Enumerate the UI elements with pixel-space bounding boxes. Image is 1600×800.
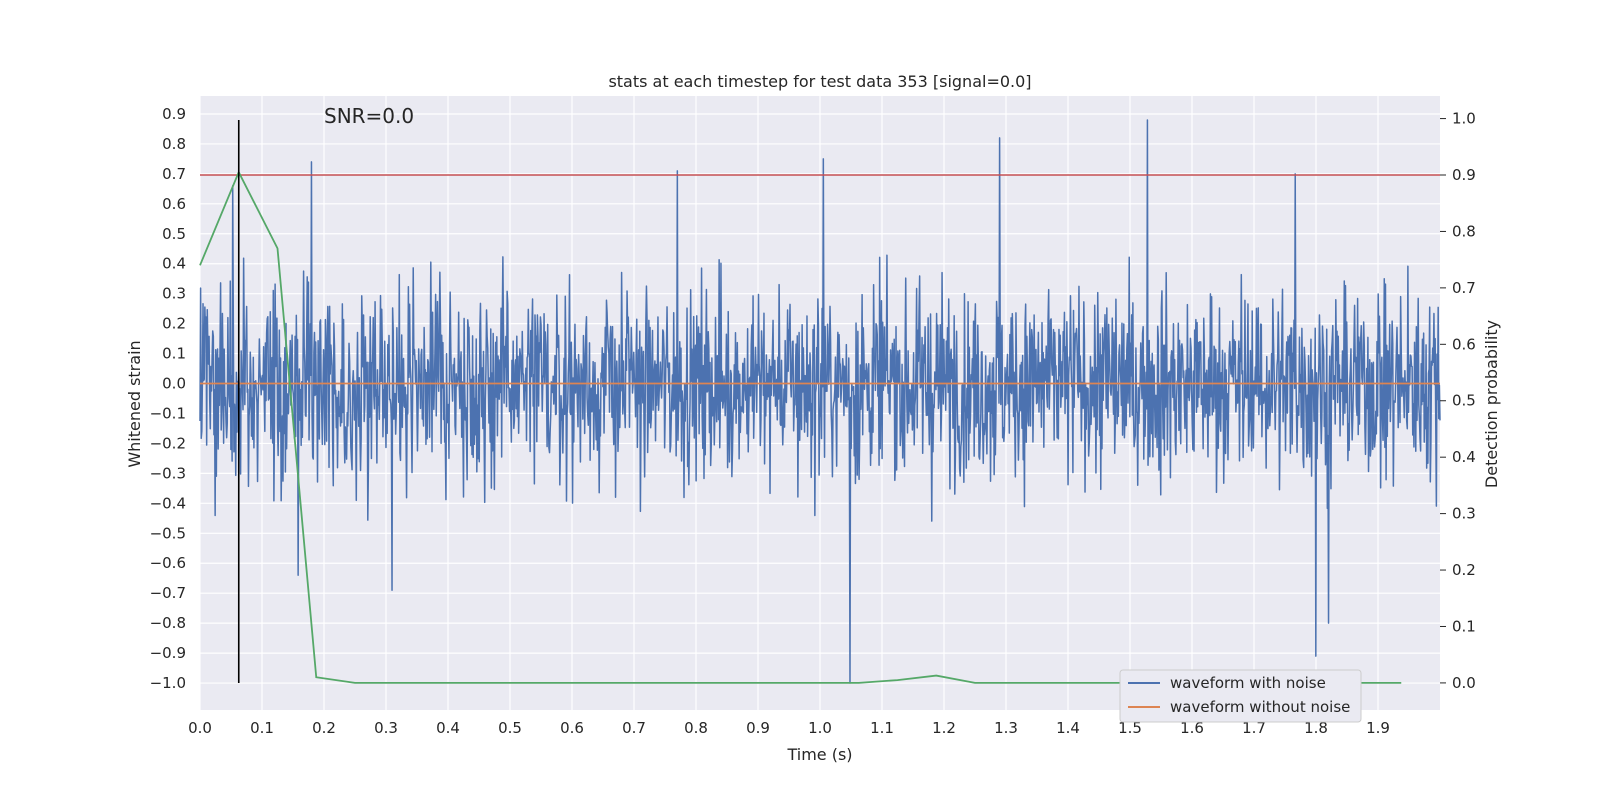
- y-tick-label: −1.0: [150, 674, 186, 692]
- y-tick-label: 0.3: [162, 285, 186, 303]
- y-tick-label: −0.9: [150, 644, 186, 662]
- y-tick-label: 0.2: [162, 315, 186, 333]
- y-right-tick-label: 0.6: [1452, 335, 1476, 353]
- x-tick-label: 1.0: [808, 719, 832, 737]
- x-tick-label: 1.3: [994, 719, 1018, 737]
- y-tick-label: −0.4: [150, 494, 186, 512]
- series-waveform-with-noise: [199, 119, 1441, 684]
- y-tick-label: 0.1: [162, 345, 186, 363]
- y-tick-label: 0.8: [162, 135, 186, 153]
- legend-label-clean: waveform without noise: [1170, 698, 1350, 716]
- y-tick-label: 0.9: [162, 105, 186, 123]
- x-tick-label: 0.5: [498, 719, 522, 737]
- x-tick-label: 1.2: [932, 719, 956, 737]
- x-tick-label: 0.8: [684, 719, 708, 737]
- y-tick-label: 0.4: [162, 255, 186, 273]
- x-tick-label: 0.0: [188, 719, 212, 737]
- y-tick-label: −0.7: [150, 584, 186, 602]
- y-right-tick-label: 0.9: [1452, 166, 1476, 184]
- y-tick-label: −0.5: [150, 524, 186, 542]
- x-tick-label: 1.7: [1242, 719, 1266, 737]
- chart-title: stats at each timestep for test data 353…: [608, 72, 1031, 91]
- y-tick-label: 0.6: [162, 195, 186, 213]
- legend: waveform with noise waveform without noi…: [1119, 669, 1362, 723]
- y-tick-label: −0.2: [150, 434, 186, 452]
- x-tick-label: 1.9: [1366, 719, 1390, 737]
- x-tick-label: 1.4: [1056, 719, 1080, 737]
- ticks-layer: 0.0 0.1 0.2 0.3 0.4 0.5 0.6 0.7 0.8 0.9 1.0 1.1 1.2 1…: [150, 105, 1476, 737]
- y-right-axis-label: Detection probability: [1482, 320, 1501, 488]
- legend-box: [1119, 669, 1362, 723]
- y-right-tick-label: 1.0: [1452, 110, 1476, 128]
- x-tick-label: 1.8: [1304, 719, 1328, 737]
- y-tick-label: 0.5: [162, 225, 186, 243]
- snr-annotation: SNR=0.0: [324, 104, 414, 128]
- y-right-tick-label: 0.4: [1452, 448, 1476, 466]
- y-right-tick-label: 0.5: [1452, 392, 1476, 410]
- x-tick-label: 0.4: [436, 719, 460, 737]
- x-tick-label: 0.1: [250, 719, 274, 737]
- x-tick-label: 1.5: [1118, 719, 1142, 737]
- x-axis-label: Time (s): [786, 745, 852, 764]
- x-tick-label: 0.3: [374, 719, 398, 737]
- y-tick-label: −0.1: [150, 404, 186, 422]
- x-tick-label: 0.6: [560, 719, 584, 737]
- x-tick-label: 1.1: [870, 719, 894, 737]
- y-right-tick-label: 0.2: [1452, 561, 1476, 579]
- y-tick-label: −0.3: [150, 464, 186, 482]
- y-axis-label: Whitened strain: [125, 340, 144, 467]
- grid: [199, 96, 1440, 710]
- legend-label-noise: waveform with noise: [1170, 674, 1326, 692]
- y-right-tick-label: 0.8: [1452, 222, 1476, 240]
- y-tick-label: 0.7: [162, 165, 186, 183]
- y-right-tick-label: 0.0: [1452, 674, 1476, 692]
- y-right-tick-label: 0.3: [1452, 505, 1476, 523]
- x-tick-label: 0.2: [312, 719, 336, 737]
- x-tick-label: 0.9: [746, 719, 770, 737]
- y-tick-label: −0.8: [150, 614, 186, 632]
- x-tick-label: 0.7: [622, 719, 646, 737]
- x-tick-label: 1.6: [1180, 719, 1204, 737]
- y-tick-label: 0.0: [162, 375, 186, 393]
- y-right-tick-label: 0.7: [1452, 279, 1476, 297]
- y-right-tick-label: 0.1: [1452, 617, 1476, 635]
- y-tick-label: −0.6: [150, 554, 186, 572]
